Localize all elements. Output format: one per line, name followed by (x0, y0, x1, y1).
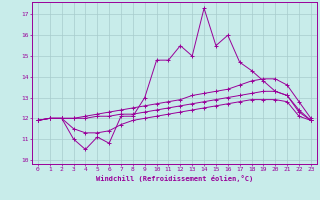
X-axis label: Windchill (Refroidissement éolien,°C): Windchill (Refroidissement éolien,°C) (96, 175, 253, 182)
